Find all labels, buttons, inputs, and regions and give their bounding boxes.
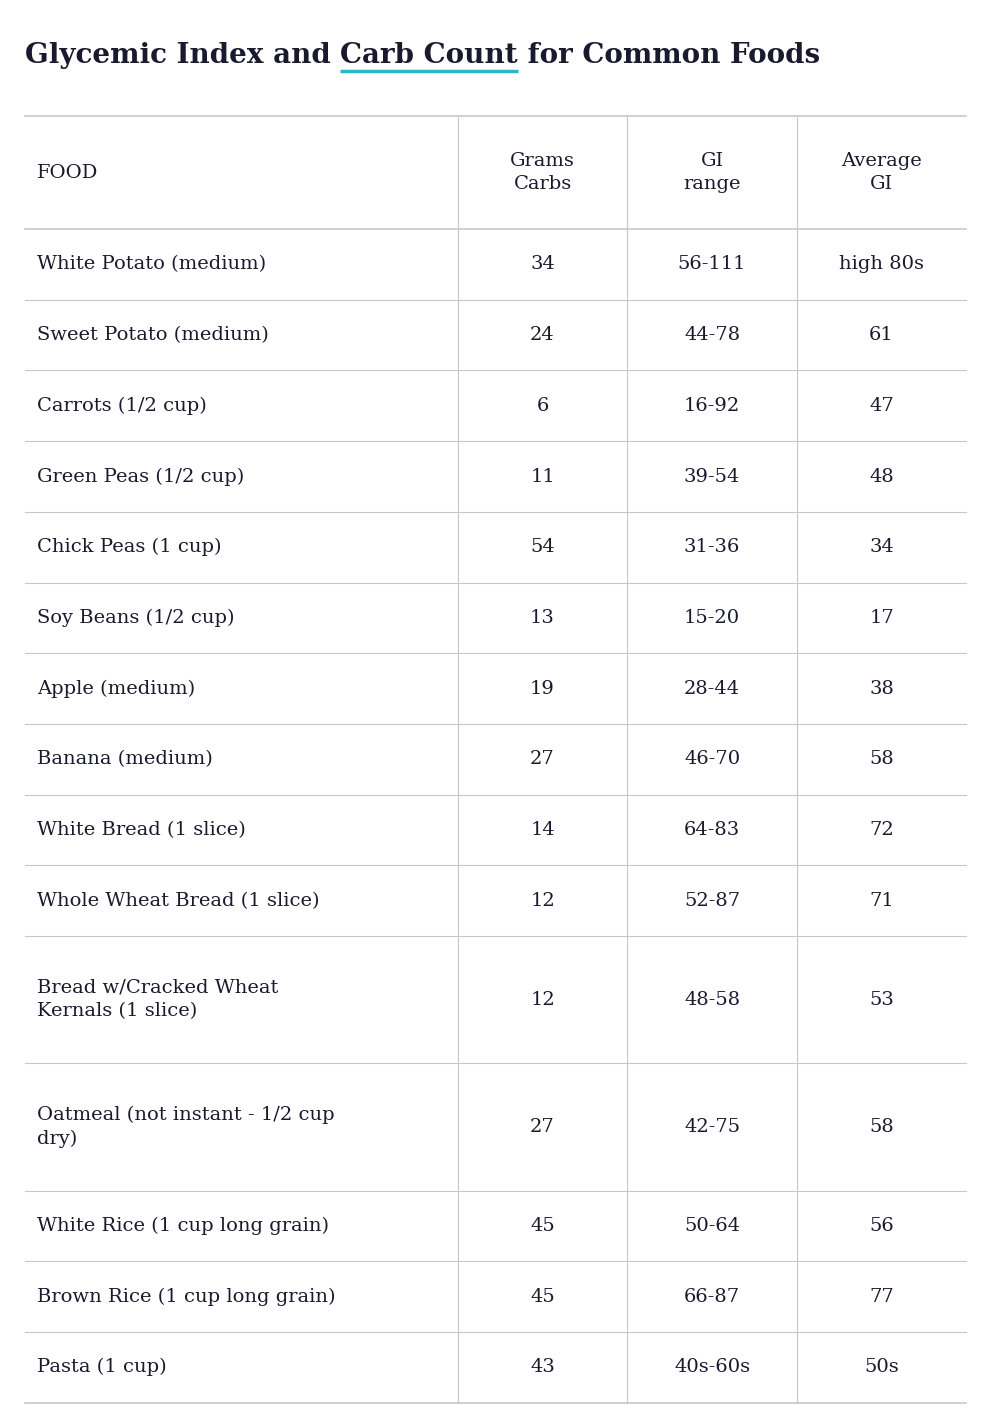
Text: 56: 56 <box>869 1217 894 1234</box>
Text: GI
range: GI range <box>684 151 741 194</box>
Text: Soy Beans (1/2 cup): Soy Beans (1/2 cup) <box>37 609 234 626</box>
Text: for Common Foods: for Common Foods <box>518 42 820 69</box>
Text: Grams
Carbs: Grams Carbs <box>510 151 575 194</box>
Text: 50-64: 50-64 <box>684 1217 740 1234</box>
Text: Bread w/Cracked Wheat
Kernals (1 slice): Bread w/Cracked Wheat Kernals (1 slice) <box>37 978 279 1021</box>
Text: high 80s: high 80s <box>839 256 924 273</box>
Text: Sweet Potato (medium): Sweet Potato (medium) <box>37 327 269 344</box>
Text: 71: 71 <box>869 892 894 909</box>
Text: 42-75: 42-75 <box>684 1118 740 1135</box>
Text: 12: 12 <box>531 991 555 1008</box>
Text: 13: 13 <box>531 609 555 626</box>
Text: 58: 58 <box>869 1118 894 1135</box>
Text: Oatmeal (not instant - 1/2 cup
dry): Oatmeal (not instant - 1/2 cup dry) <box>37 1106 335 1148</box>
Text: 12: 12 <box>531 892 555 909</box>
Text: Apple (medium): Apple (medium) <box>37 680 195 697</box>
Text: 31-36: 31-36 <box>684 539 740 556</box>
Text: 54: 54 <box>531 539 555 556</box>
Text: 39-54: 39-54 <box>684 468 740 485</box>
Text: 43: 43 <box>531 1359 555 1376</box>
Text: 52-87: 52-87 <box>684 892 740 909</box>
Text: Average
GI: Average GI <box>841 151 922 194</box>
Text: 50s: 50s <box>864 1359 899 1376</box>
Text: 40s-60s: 40s-60s <box>674 1359 750 1376</box>
Text: 58: 58 <box>869 751 894 768</box>
Text: 47: 47 <box>869 397 894 414</box>
Text: 17: 17 <box>869 609 894 626</box>
Text: 46-70: 46-70 <box>684 751 740 768</box>
Text: 72: 72 <box>869 822 894 839</box>
Text: Whole Wheat Bread (1 slice): Whole Wheat Bread (1 slice) <box>37 892 319 909</box>
Text: 6: 6 <box>536 397 548 414</box>
Text: 77: 77 <box>869 1288 894 1305</box>
Text: 24: 24 <box>531 327 555 344</box>
Text: Chick Peas (1 cup): Chick Peas (1 cup) <box>37 539 221 556</box>
Text: White Bread (1 slice): White Bread (1 slice) <box>37 822 246 839</box>
Text: Green Peas (1/2 cup): Green Peas (1/2 cup) <box>37 468 244 485</box>
Text: 45: 45 <box>531 1288 555 1305</box>
Text: Pasta (1 cup): Pasta (1 cup) <box>37 1359 167 1376</box>
Text: Brown Rice (1 cup long grain): Brown Rice (1 cup long grain) <box>37 1288 336 1305</box>
Text: 15-20: 15-20 <box>684 609 740 626</box>
Text: 53: 53 <box>869 991 894 1008</box>
Text: 34: 34 <box>869 539 894 556</box>
Text: 56-111: 56-111 <box>678 256 746 273</box>
Text: 48-58: 48-58 <box>684 991 740 1008</box>
Text: Carb Count: Carb Count <box>340 42 518 69</box>
Text: 27: 27 <box>531 1118 555 1135</box>
Text: FOOD: FOOD <box>37 164 99 181</box>
Text: Banana (medium): Banana (medium) <box>37 751 212 768</box>
Text: 27: 27 <box>531 751 555 768</box>
Text: 19: 19 <box>531 680 555 697</box>
Text: 66-87: 66-87 <box>684 1288 740 1305</box>
Text: 44-78: 44-78 <box>684 327 740 344</box>
Text: 28-44: 28-44 <box>684 680 740 697</box>
Text: 11: 11 <box>531 468 555 485</box>
Text: 16-92: 16-92 <box>684 397 740 414</box>
Text: 61: 61 <box>869 327 894 344</box>
Text: 34: 34 <box>531 256 555 273</box>
Text: Carrots (1/2 cup): Carrots (1/2 cup) <box>37 397 206 414</box>
Text: 38: 38 <box>869 680 894 697</box>
Text: White Rice (1 cup long grain): White Rice (1 cup long grain) <box>37 1217 329 1234</box>
Text: Glycemic Index and: Glycemic Index and <box>25 42 340 69</box>
Text: White Potato (medium): White Potato (medium) <box>37 256 266 273</box>
Text: 14: 14 <box>531 822 555 839</box>
Text: 45: 45 <box>531 1217 555 1234</box>
Text: 48: 48 <box>869 468 894 485</box>
Text: 64-83: 64-83 <box>684 822 740 839</box>
